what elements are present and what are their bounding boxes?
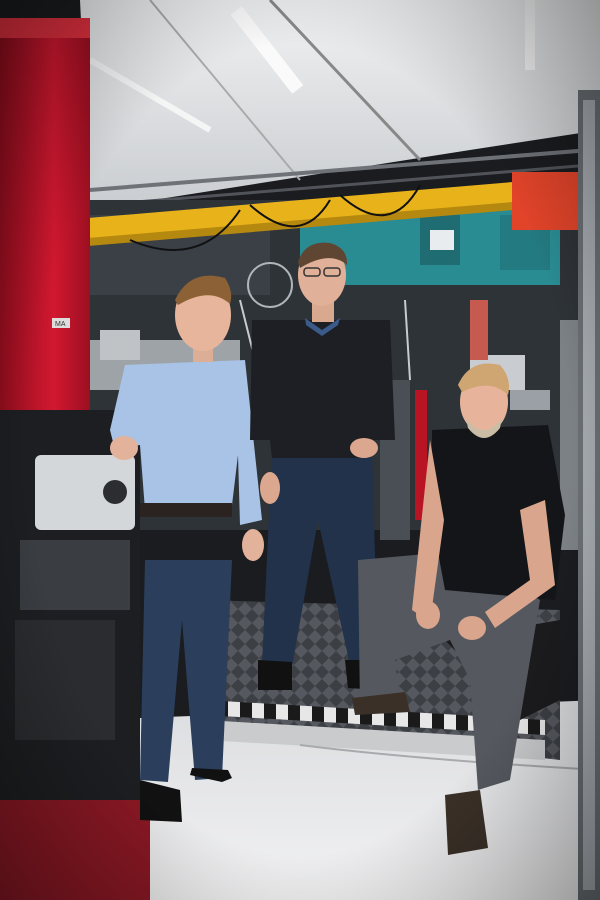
photo-scene: MA <box>0 0 600 900</box>
